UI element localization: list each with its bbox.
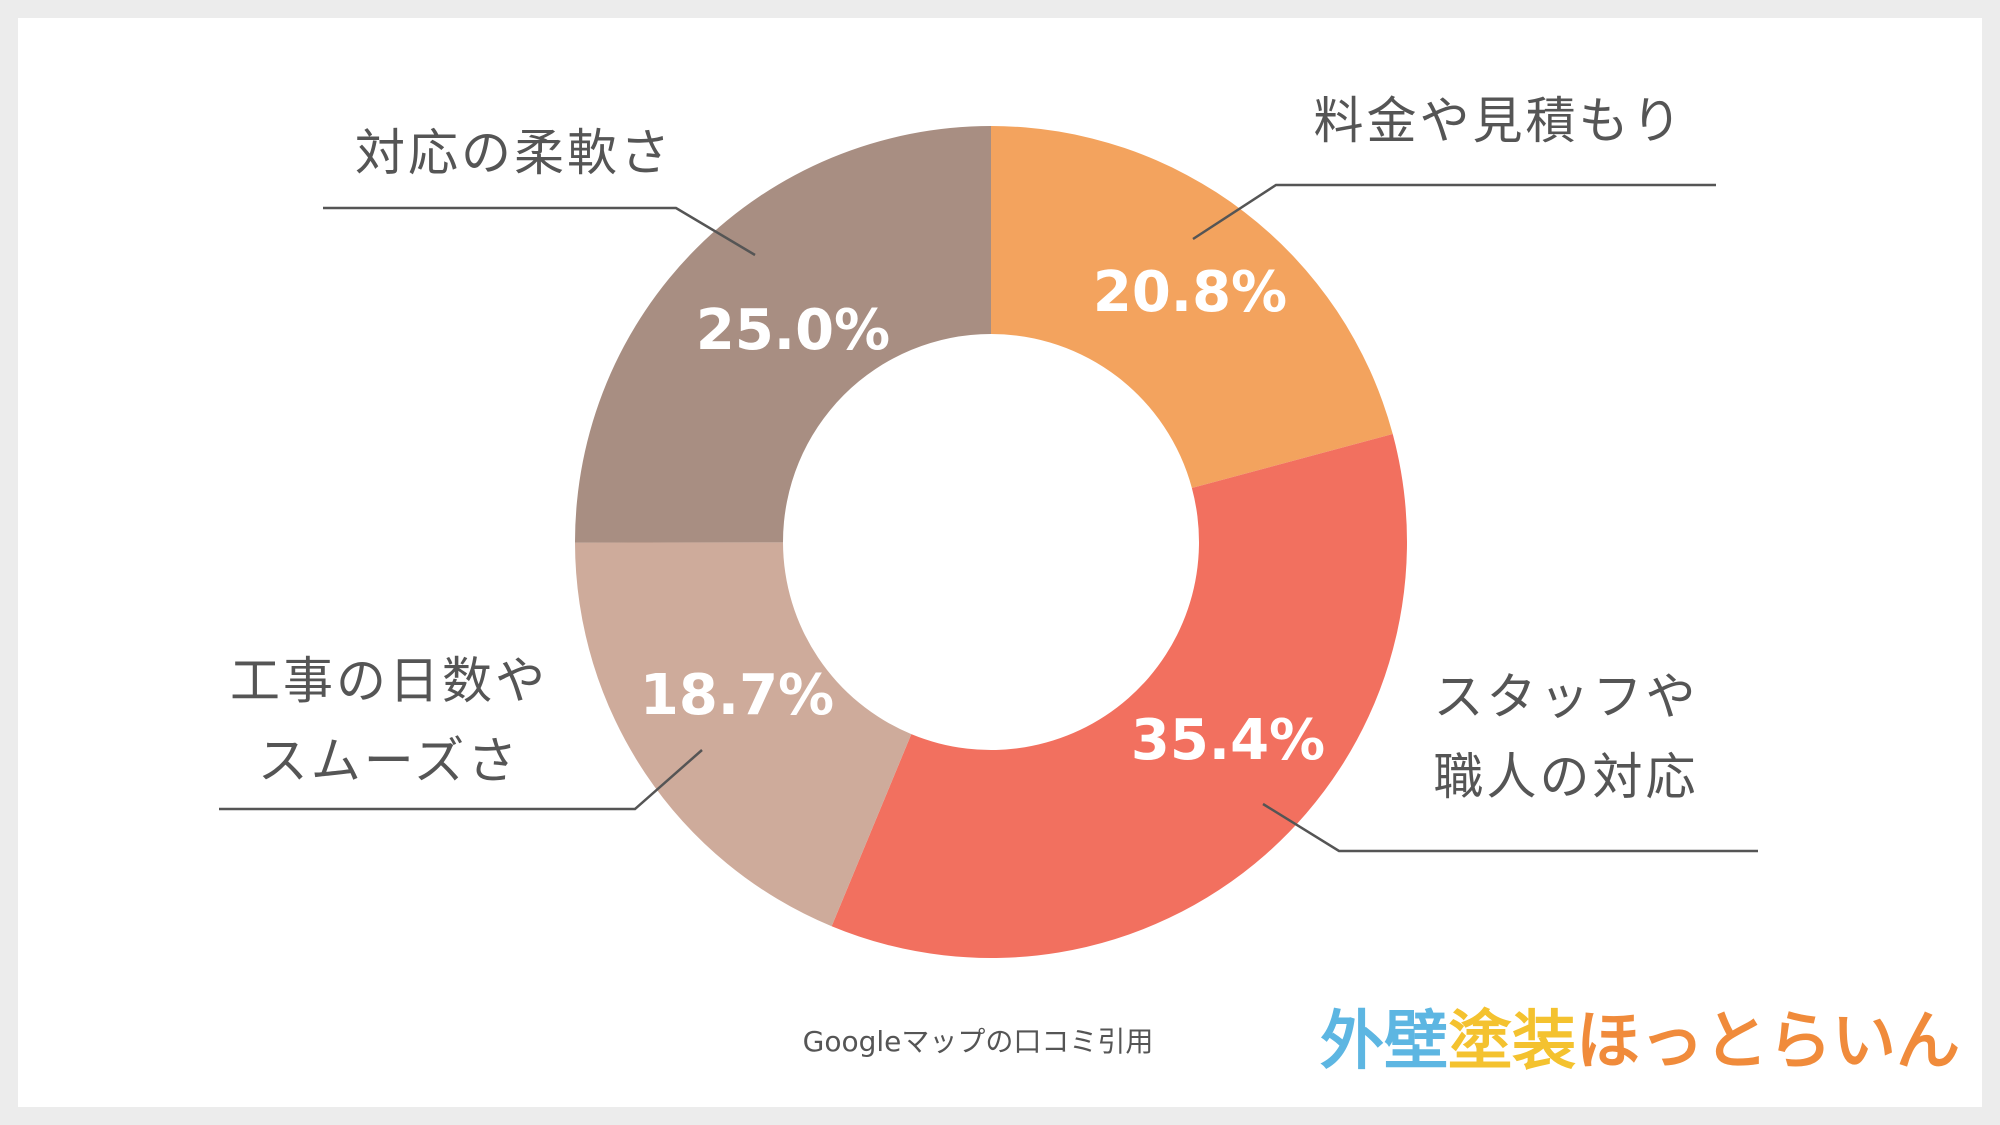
donut-slice xyxy=(575,542,912,927)
category-label: 工事の日数や スムーズさ xyxy=(230,652,548,790)
value-label: 35.4% xyxy=(1131,708,1325,773)
logo-part: 塗装 xyxy=(1448,1005,1576,1079)
category-label: 対応の柔軟さ xyxy=(355,124,673,182)
logo: 外壁塗装ほっとらいん xyxy=(1320,990,1960,1082)
donut-slice xyxy=(575,126,991,543)
category-label: スタッフや 職人の対応 xyxy=(1433,668,1699,806)
leader-line xyxy=(1192,183,1716,241)
value-label: 25.0% xyxy=(696,298,890,363)
logo-part: 外壁 xyxy=(1320,1005,1448,1079)
source-note: Googleマップの口コミ引用 xyxy=(802,1025,1154,1058)
donut-slice xyxy=(831,434,1407,959)
category-label: 料金や見積もり xyxy=(1313,92,1685,150)
logo-part: ほっとらいん xyxy=(1576,1005,1960,1079)
value-label: 18.7% xyxy=(640,663,834,728)
leader-line xyxy=(219,749,703,811)
leader-line xyxy=(1262,802,1758,853)
value-label: 20.8% xyxy=(1093,260,1287,325)
donut-slice xyxy=(991,126,1393,489)
leader-line xyxy=(323,206,756,257)
